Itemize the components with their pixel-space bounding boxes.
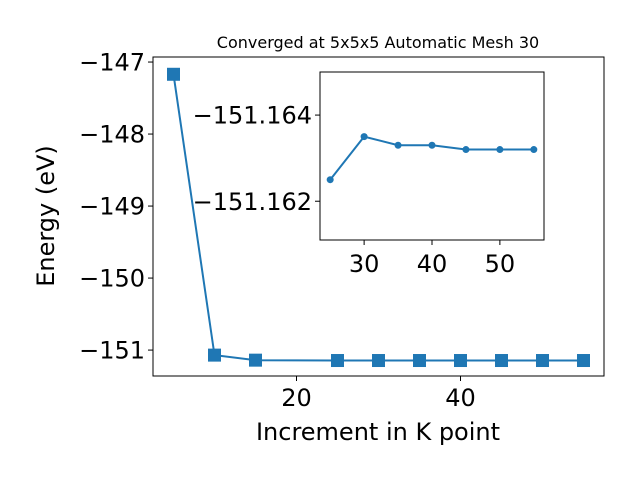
main-data-point — [372, 354, 385, 368]
main-y-tick-label: −148 — [79, 121, 145, 149]
main-data-point — [536, 354, 549, 368]
inset-background — [320, 72, 544, 240]
main-data-point — [454, 354, 467, 368]
inset-y-tick-label: −151.164 — [193, 102, 312, 130]
main-data-point — [167, 67, 180, 81]
main-series-line — [172, 74, 584, 362]
x-axis-label: Increment in K point — [256, 418, 500, 446]
main-x-tick-label: 20 — [281, 384, 312, 412]
y-axis-label: Energy (eV) — [32, 145, 60, 287]
inset-data-point — [496, 146, 504, 154]
main-y-tick-label: −151 — [79, 337, 145, 365]
inset-y-tick-label: −151.162 — [193, 188, 312, 216]
inset-data-point — [360, 133, 368, 141]
main-x-tick-label: 40 — [445, 384, 476, 412]
inset-x-tick-label: 30 — [349, 250, 380, 278]
inset-data-point — [428, 141, 436, 149]
main-data-point — [577, 354, 590, 368]
inset-x-tick-label: 50 — [485, 250, 516, 278]
main-data-point — [208, 348, 221, 362]
main-plot-frame — [152, 56, 605, 377]
main-data-point — [249, 353, 262, 367]
inset-chart: 30 40 50 −151.164 −151.162 — [193, 71, 545, 278]
main-y-tick-label: −150 — [79, 265, 145, 293]
inset-data-point — [326, 176, 334, 184]
main-data-point — [495, 354, 508, 368]
main-plot-layer — [167, 67, 590, 368]
main-chart: Converged at 5x5x5 Automatic Mesh 30 Inc… — [32, 33, 605, 446]
main-data-point — [413, 354, 426, 368]
main-y-tick-label: −149 — [79, 193, 145, 221]
main-y-tick-label: −147 — [79, 49, 145, 77]
chart-title: Converged at 5x5x5 Automatic Mesh 30 — [217, 33, 539, 52]
main-tick-layer: 20 40 −151 −150 −149 −148 −147 — [79, 49, 476, 412]
inset-tick-layer: 30 40 50 −151.164 −151.162 — [193, 102, 516, 278]
inset-x-tick-label: 40 — [417, 250, 448, 278]
inset-plot-frame — [319, 71, 545, 241]
main-data-point — [331, 354, 344, 368]
inset-data-point — [394, 141, 402, 149]
inset-plot-layer — [326, 133, 538, 184]
inset-data-point — [530, 146, 538, 154]
inset-data-point — [462, 146, 470, 154]
